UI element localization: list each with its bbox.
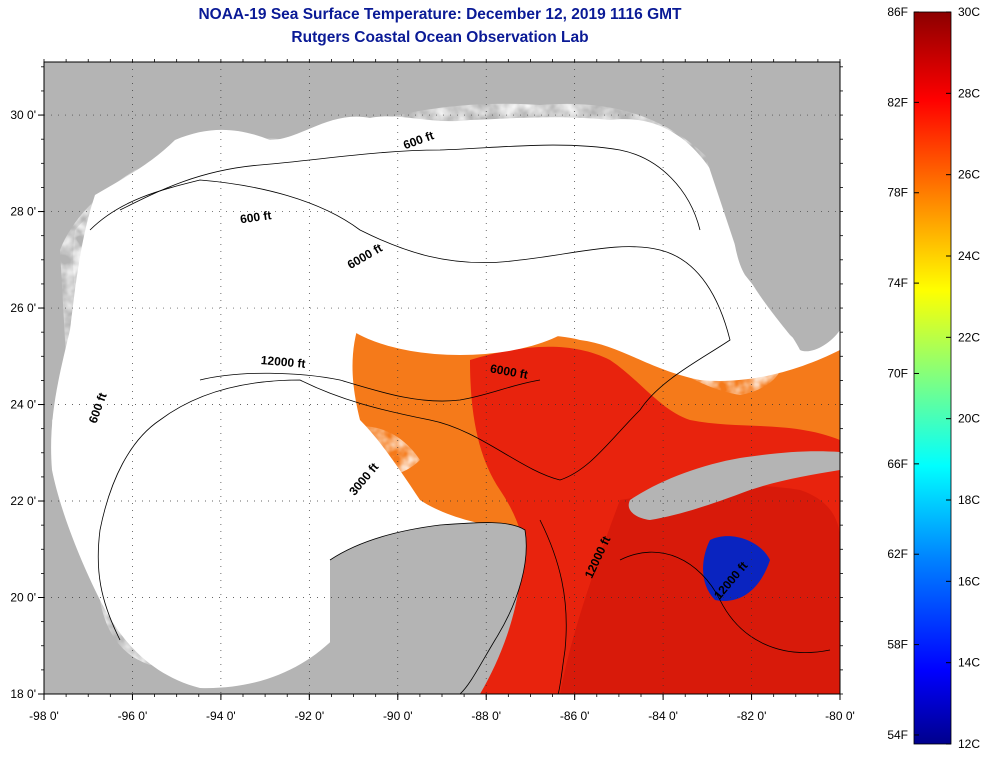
x-tick-label: -98 0' — [29, 709, 59, 723]
colorbar-fahrenheit-label: 54F — [887, 728, 908, 742]
colorbar-celsius-label: 20C — [958, 412, 980, 426]
colorbar-celsius-label: 16C — [958, 574, 980, 588]
y-tick-label: 24 0' — [10, 398, 36, 412]
coastline — [329, 522, 527, 694]
y-tick-label: 28 0' — [10, 205, 36, 219]
florida-land — [698, 62, 840, 345]
x-tick-label: -82 0' — [737, 709, 767, 723]
x-tick-label: -94 0' — [206, 709, 236, 723]
cyan-water-nw — [73, 194, 191, 343]
map-title: NOAA-19 Sea Surface Temperature: Decembe… — [198, 6, 682, 23]
cloud-patch — [330, 245, 590, 355]
colorbar-fahrenheit-label: 70F — [887, 366, 908, 380]
colorbar-celsius-label: 30C — [958, 5, 980, 19]
x-tick-label: -92 0' — [295, 709, 325, 723]
depth-contour — [119, 144, 701, 231]
cold-patch-caribbean — [703, 536, 770, 601]
colorbar-fahrenheit-label: 78F — [887, 186, 908, 200]
cold-water-west — [52, 396, 360, 525]
colorbar-celsius-label: 26C — [958, 168, 980, 182]
cloud-patch — [220, 205, 360, 295]
y-tick-label: 20 0' — [10, 591, 36, 605]
colorbar-labels: 30C 28C 26C 24C 22C 20C 18C 16C 14C 12C 86F 82F 78F 7… — [887, 5, 980, 751]
colorbar-celsius-label: 22C — [958, 330, 980, 344]
x-tick-label: -96 0' — [118, 709, 148, 723]
colorbar-celsius-label: 14C — [958, 656, 980, 670]
colorbar-fahrenheit-label: 62F — [887, 547, 908, 561]
warm-water-caribbean — [560, 485, 840, 694]
colorbar-fahrenheit-label: 66F — [887, 457, 908, 471]
yucatan-land — [330, 522, 527, 694]
y-tick-label: 18 0' — [10, 687, 36, 701]
depth-contour — [619, 551, 831, 653]
x-tick-label: -88 0' — [471, 709, 501, 723]
x-tick-label: -80 0' — [825, 709, 855, 723]
depth-contour — [539, 519, 567, 694]
warm-filament-center — [334, 426, 420, 477]
colorbar-celsius-label: 18C — [958, 493, 980, 507]
x-tick-label: -84 0' — [648, 709, 678, 723]
y-tick-label: 30 0' — [10, 108, 36, 122]
colorbar-fahrenheit-label: 58F — [887, 638, 908, 652]
colorbar-celsius-label: 24C — [958, 249, 980, 263]
contour-label: 12000 ft — [260, 353, 306, 371]
depth-contour — [89, 179, 731, 641]
warm-filament-east — [660, 326, 783, 395]
depth-contour — [199, 372, 541, 402]
contour-label: 600 ft — [239, 208, 272, 226]
colorbar: 30C 28C 26C 24C 22C 20C 18C 16C 14C 12C 86F 82F 78F 7… — [887, 5, 980, 751]
colorbar-celsius-label: 28C — [958, 86, 980, 100]
map-axes: -98 0' -96 0' -94 0' -92 0' -90 0' -88 0' -86 … — [10, 59, 855, 723]
y-tick-label: 26 0' — [10, 301, 36, 315]
x-tick-label: -86 0' — [560, 709, 590, 723]
graticule — [44, 62, 840, 694]
colorbar-fahrenheit-label: 74F — [887, 276, 908, 290]
colorbar-fahrenheit-label: 82F — [887, 95, 908, 109]
cuba-land — [628, 451, 840, 520]
cold-water-south — [100, 588, 203, 665]
y-tick-label: 22 0' — [10, 494, 36, 508]
colorbar-celsius-label: 12C — [958, 737, 980, 751]
x-tick-label: -90 0' — [383, 709, 413, 723]
map-subtitle: Rutgers Coastal Ocean Observation Lab — [291, 29, 589, 46]
colorbar-fahrenheit-label: 86F — [887, 5, 908, 19]
contour-label: 6000 ft — [489, 361, 529, 381]
colorbar-gradient — [913, 11, 952, 745]
